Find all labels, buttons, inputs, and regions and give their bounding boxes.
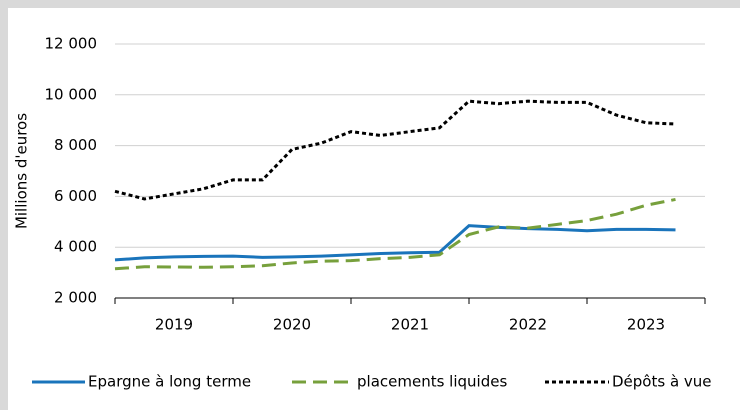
- line-series: [114, 99, 676, 201]
- legend-label: Dépôts à vue: [612, 373, 712, 391]
- y-tick-label: 8 000: [54, 136, 97, 154]
- line-series: [114, 224, 676, 262]
- x-tick-label: 2019: [155, 316, 193, 334]
- legend-label: Epargne à long terme: [88, 373, 251, 391]
- line-series: [114, 197, 676, 271]
- y-tick-label: 12 000: [45, 35, 98, 53]
- x-tick-label: 2020: [273, 316, 311, 334]
- x-tick-label: 2021: [391, 316, 429, 334]
- y-tick-label: 2 000: [54, 289, 97, 307]
- x-tick-label: 2022: [509, 316, 547, 334]
- x-tick-label: 2023: [627, 316, 665, 334]
- y-axis-label: Millions d'euros: [13, 113, 31, 229]
- y-tick-label: 6 000: [54, 187, 97, 205]
- legend-label: placements liquides: [357, 373, 507, 391]
- chart-area: [8, 8, 740, 410]
- y-tick-label: 4 000: [54, 238, 97, 256]
- y-tick-label: 10 000: [45, 85, 98, 103]
